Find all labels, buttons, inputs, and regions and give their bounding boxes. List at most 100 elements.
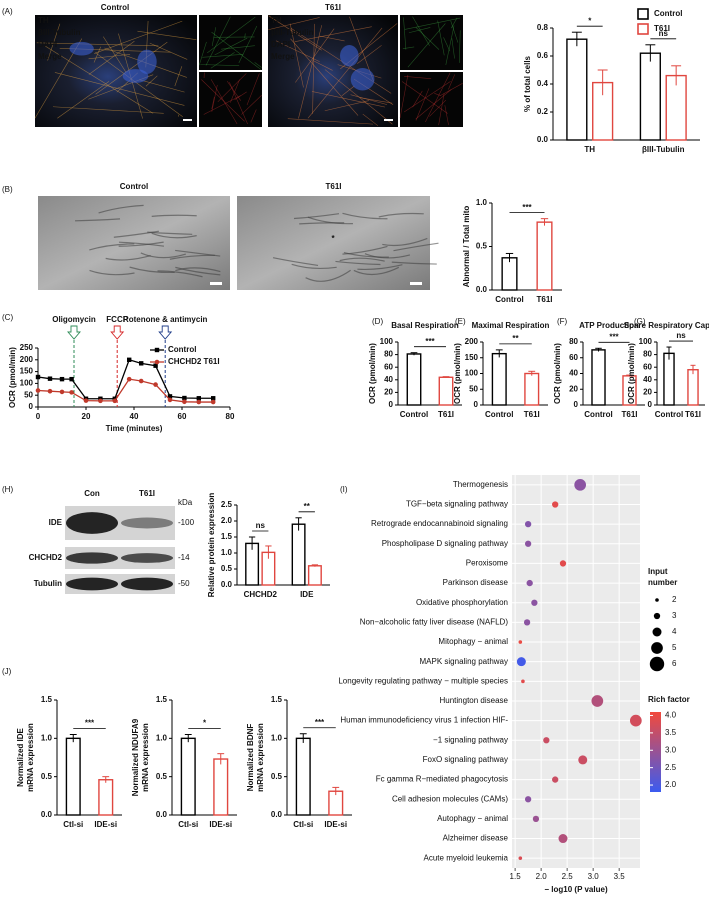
membrane — [357, 264, 403, 271]
x-tick-label: Control — [495, 295, 523, 304]
nucleus — [350, 68, 375, 91]
bar — [491, 352, 507, 406]
bar — [665, 74, 687, 141]
bar — [65, 737, 81, 816]
x-tick-label: Control — [655, 410, 683, 419]
neurite — [54, 72, 185, 106]
lane-label: T61I — [139, 489, 155, 498]
size-legend-title: number — [648, 578, 677, 587]
channel-label: Merge — [271, 52, 295, 61]
y-tick-label: 60 — [384, 362, 393, 371]
channel-image — [199, 72, 262, 127]
micrograph — [268, 15, 398, 127]
image-title: T61I — [325, 182, 341, 191]
size-legend-dot — [655, 598, 659, 602]
bubble — [521, 679, 525, 684]
neurite — [95, 52, 183, 117]
point — [69, 376, 74, 382]
nucleus — [137, 49, 157, 74]
neurite — [238, 25, 258, 64]
kda-label: kDa — [178, 498, 193, 507]
y-tick-label: 0.5 — [221, 564, 233, 573]
bar — [663, 352, 675, 406]
scale-bar — [410, 282, 422, 285]
x-tick-label: Control — [584, 410, 612, 419]
color-legend-title: Rich factor — [648, 695, 690, 704]
panel-label: (H) — [2, 485, 13, 494]
x-tick-label: T61I — [685, 410, 701, 419]
x-axis-label: Time (minutes) — [106, 424, 163, 433]
y-tick-label: 150 — [20, 367, 34, 376]
bubble — [574, 478, 587, 491]
y-tick-label: 1.5 — [41, 695, 53, 704]
y-tick-label: 0 — [574, 400, 579, 409]
panel-label: (I) — [340, 485, 348, 494]
bubble — [526, 579, 533, 587]
category-label: Phospholipase D signaling pathway — [382, 539, 508, 548]
neurite — [254, 62, 262, 68]
neurite — [313, 60, 333, 71]
y-tick-label: 0.8 — [537, 23, 549, 32]
panel-label: (D) — [372, 317, 383, 326]
membrane — [342, 245, 388, 255]
size-label: -14 — [178, 553, 190, 562]
y-tick-label: 0 — [474, 400, 479, 409]
bubble — [543, 737, 550, 744]
significance-label: ns — [256, 521, 266, 530]
size-legend-label: 2 — [672, 595, 677, 604]
scale-bar — [210, 282, 222, 285]
x-tick-label: T61I — [438, 410, 454, 419]
neurite — [207, 16, 256, 54]
y-tick-label: 100 — [20, 379, 34, 388]
significance-label: *** — [315, 718, 325, 727]
neurite — [357, 45, 382, 64]
neurite — [211, 31, 262, 70]
panel-label: (E) — [455, 317, 466, 326]
bar — [295, 737, 311, 816]
treatment-label: FCCP — [106, 315, 128, 324]
membrane — [151, 214, 197, 217]
neurite — [211, 27, 217, 47]
x-tick-label: 3.0 — [588, 872, 600, 881]
category-label: TGF−beta signaling pathway — [406, 500, 508, 509]
neurite — [275, 40, 320, 62]
significance-label: ns — [659, 29, 669, 38]
x-tick-label: 2.0 — [536, 872, 548, 881]
y-tick-label: 2.0 — [221, 516, 233, 525]
neurite — [350, 94, 388, 105]
treatment-arrow — [158, 325, 173, 340]
membrane — [291, 263, 337, 270]
bar — [406, 353, 422, 406]
bar — [501, 257, 518, 291]
neurite — [434, 93, 441, 96]
channel-label: TH — [271, 16, 282, 25]
point — [59, 389, 65, 395]
panel-label: (A) — [2, 7, 13, 16]
x-tick-label: CHCHD2 — [244, 590, 278, 599]
membrane — [382, 237, 428, 247]
y-axis-label: mRNA expression — [26, 723, 35, 792]
bubble — [629, 714, 642, 727]
y-tick-label: 1.0 — [41, 733, 53, 742]
neurite — [425, 72, 451, 123]
category-label: Alzheimer disease — [443, 834, 509, 843]
size-label: -50 — [178, 579, 190, 588]
x-tick-label: Control — [400, 410, 428, 419]
neurite — [451, 38, 455, 59]
y-tick-label: 0.5 — [271, 772, 283, 781]
point — [47, 388, 53, 394]
significance-label: *** — [609, 332, 619, 341]
neurite — [403, 81, 451, 113]
em-marker: * — [331, 234, 335, 243]
bubble — [524, 520, 532, 528]
y-axis-label: mRNA expression — [141, 723, 150, 792]
neurite — [103, 36, 127, 73]
x-tick-label: IDE-si — [209, 820, 232, 829]
blot-band — [121, 553, 173, 563]
membrane — [175, 249, 221, 257]
neurite — [246, 73, 260, 106]
neurite — [88, 40, 135, 75]
size-legend-dot — [652, 627, 662, 637]
y-tick-label: 40 — [643, 375, 652, 384]
